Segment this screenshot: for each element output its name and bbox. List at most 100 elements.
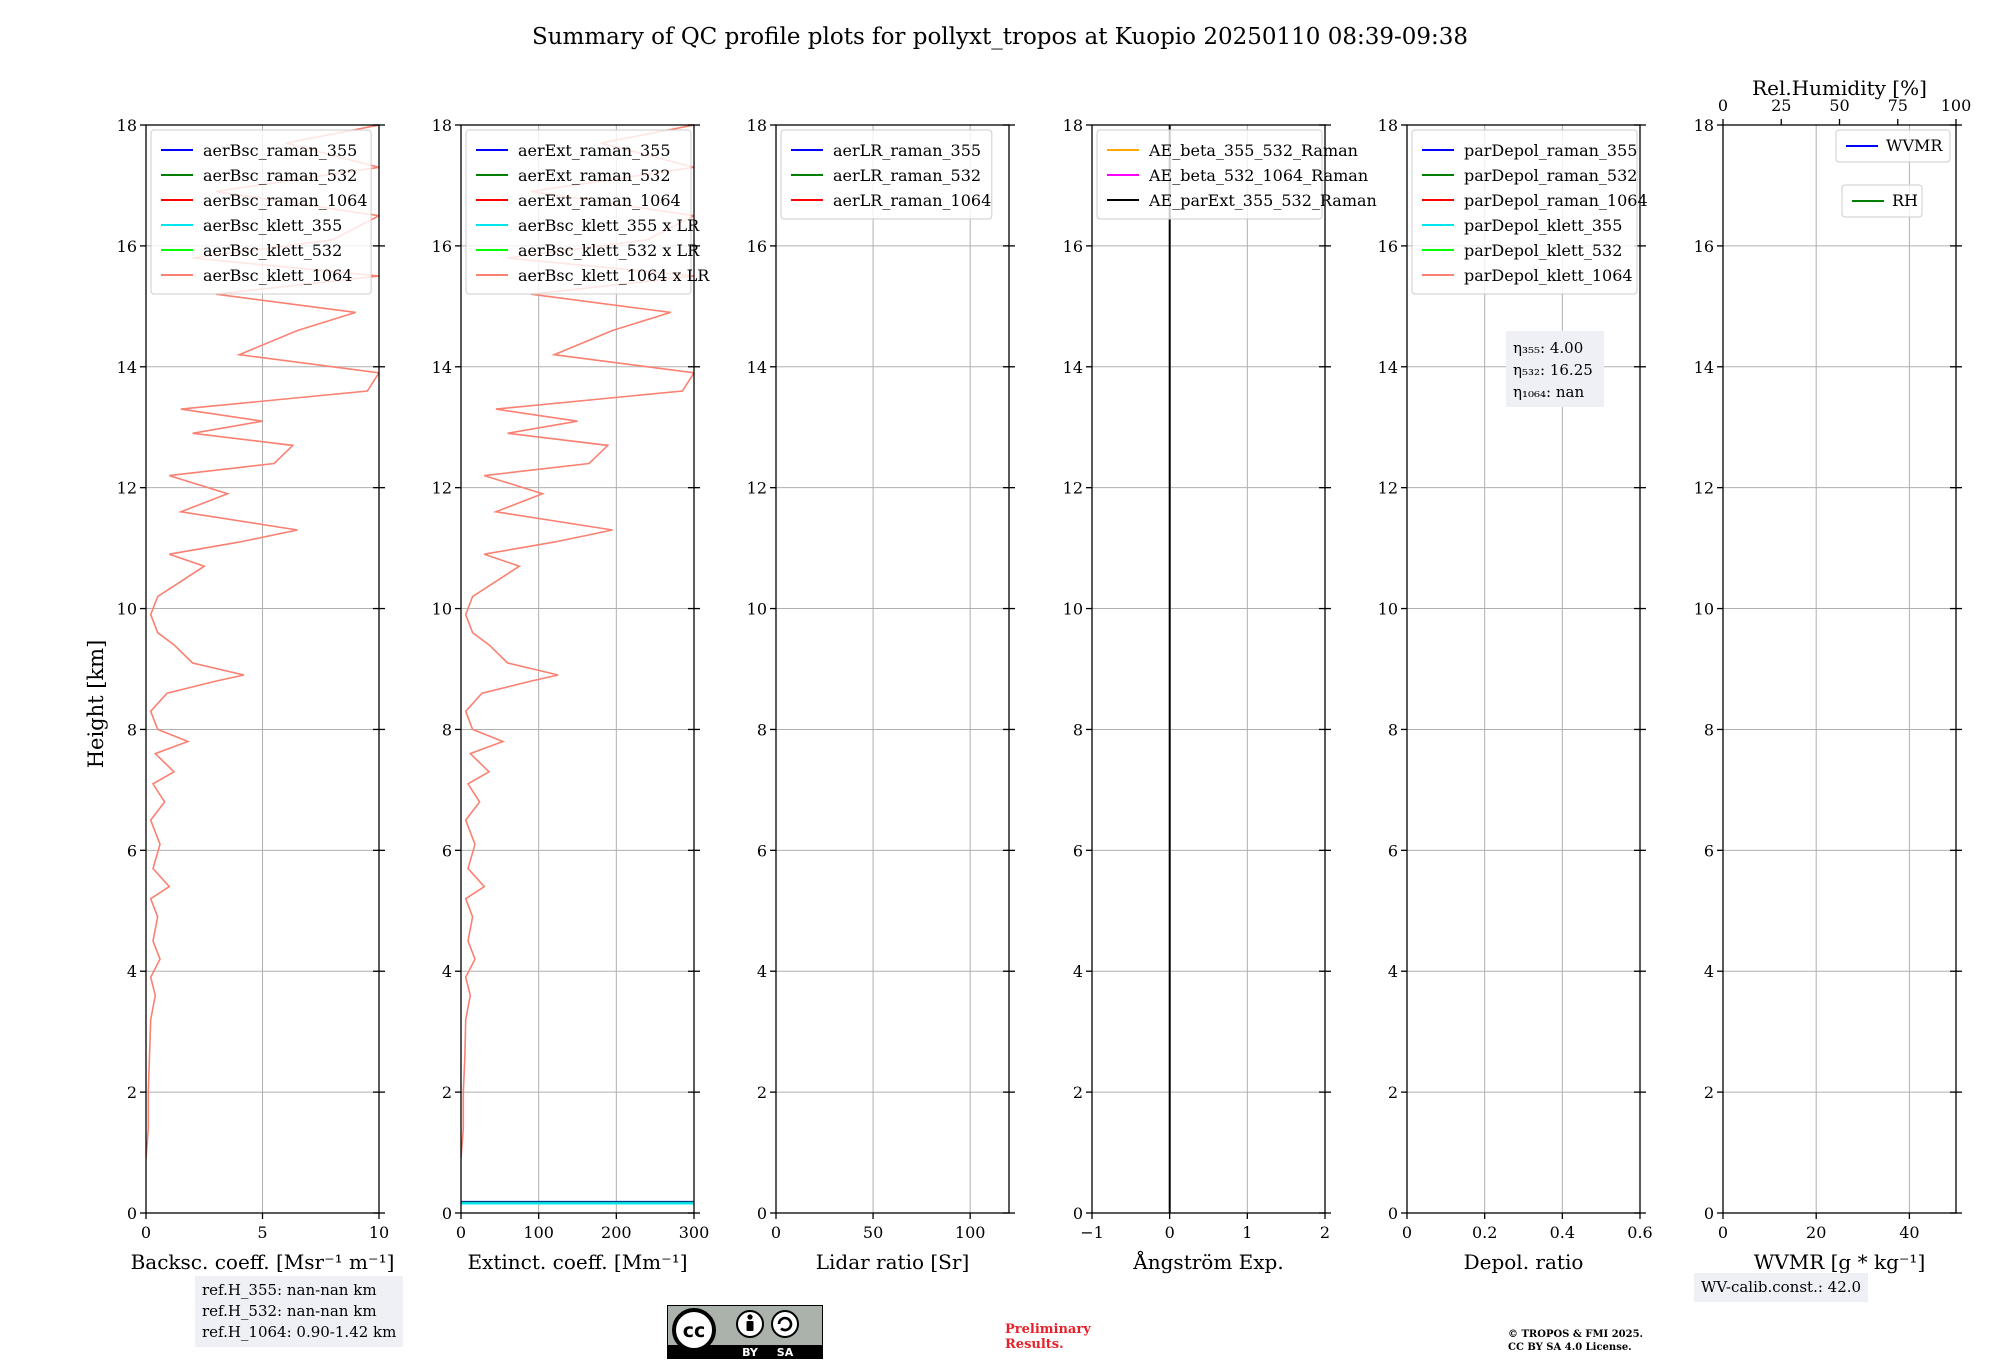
panel-ext: 0 2 4 6 8 10 12 14 16 18 0 100 200 300 Extinct. coeff.… <box>432 116 711 1274</box>
y-tick-label: 4 <box>1704 962 1714 981</box>
reference-height-note: ref.H_355: nan-nan km ref.H_532: nan-nan… <box>195 1276 404 1347</box>
y-tick-label: 6 <box>127 841 137 860</box>
legend-entry-pardepol-raman-355: parDepol_raman_355 <box>1464 141 1637 160</box>
y-tick-label: 8 <box>1704 720 1714 739</box>
legend-entry-aerext-raman-1064: aerExt_raman_1064 <box>518 191 681 210</box>
x-tick-label: 0 <box>456 1223 466 1242</box>
y-tick-label: 4 <box>1388 962 1398 981</box>
legend-entry-pardepol-klett-1064: parDepol_klett_1064 <box>1464 266 1633 285</box>
y-tick-label: 18 <box>432 116 452 135</box>
y-tick-label: 4 <box>442 962 452 981</box>
x-tick-label: 20 <box>1806 1223 1826 1242</box>
x-tick-label: 300 <box>679 1223 710 1242</box>
axes-frame <box>1722 124 1957 1214</box>
x-tick-label: 5 <box>257 1223 267 1242</box>
y-tick-label: 16 <box>117 237 137 256</box>
legend-box <box>465 129 692 295</box>
y-tick-label: 12 <box>747 479 767 498</box>
y-tick-label: 16 <box>1694 237 1714 256</box>
top-x-tick-label: 50 <box>1829 96 1849 115</box>
y-tick-label: 14 <box>1694 358 1714 377</box>
y-tick-label: 0 <box>757 1204 767 1223</box>
x-tick-label: 40 <box>1899 1223 1919 1242</box>
axes-frame <box>1406 124 1641 1214</box>
legend-entry-aerbsc-klett-532-x-lr: aerBsc_klett_532 x LR <box>518 241 700 260</box>
series-group <box>146 125 379 1159</box>
legend-entry-ae-parext-355-532-raman: AE_parExt_355_532_Raman <box>1148 191 1377 210</box>
x-axis-label: Extinct. coeff. [Mm⁻¹] <box>467 1250 687 1274</box>
y-tick-label: 0 <box>1704 1204 1714 1223</box>
x-tick-label: 100 <box>523 1223 554 1242</box>
legend-entry-aerbsc-klett-532: aerBsc_klett_532 <box>203 241 342 260</box>
y-tick-label: 16 <box>432 237 452 256</box>
legend-entry-pardepol-klett-355: parDepol_klett_355 <box>1464 216 1622 235</box>
legend-entry-pardepol-raman-532: parDepol_raman_532 <box>1464 166 1637 185</box>
panel-bsc: 0 2 4 6 8 10 12 14 16 18 0 5 10 Backsc. coeff. [Msr⁻¹… <box>117 116 395 1274</box>
calibration-factor-label: η₁₀₆₄: nan <box>1513 383 1584 401</box>
x-tick-label: 1 <box>1242 1223 1252 1242</box>
y-tick-label: 8 <box>1388 720 1398 739</box>
y-tick-label: 0 <box>1073 1204 1083 1223</box>
axes-frame <box>460 124 695 1214</box>
y-tick-label: 2 <box>1073 1083 1083 1102</box>
x-axis-label: Ångström Exp. <box>1132 1249 1283 1274</box>
y-tick-label: 12 <box>117 479 137 498</box>
legend-entry-pardepol-klett-532: parDepol_klett_532 <box>1464 241 1622 260</box>
x-tick-label: 0 <box>771 1223 781 1242</box>
series-group <box>461 125 694 1205</box>
y-tick-label: 2 <box>1388 1083 1398 1102</box>
top-x-tick-label: 0 <box>1718 96 1728 115</box>
legend-entry-aerbsc-raman-532: aerBsc_raman_532 <box>203 166 357 185</box>
legend: parDepol_raman_355 parDepol_raman_532 parD… <box>1411 129 1648 295</box>
axes-frame <box>775 124 1010 1214</box>
calibration-factor-label: η₅₃₂: 16.25 <box>1513 361 1593 379</box>
y-tick-label: 18 <box>1694 116 1714 135</box>
copyright-note: © TROPOS & FMI 2025. CC BY SA 4.0 Licens… <box>1508 1329 1644 1353</box>
y-tick-label: 2 <box>127 1083 137 1102</box>
legend-entry-rh: RH <box>1892 191 1918 210</box>
legend-entry-aerbsc-klett-1064: aerBsc_klett_1064 <box>203 266 352 285</box>
x-tick-label: 0 <box>1165 1223 1175 1242</box>
legend: aerBsc_raman_355 aerBsc_raman_532 aerBsc_r… <box>150 129 372 295</box>
x-tick-label: 0 <box>1718 1223 1728 1242</box>
y-tick-label: 16 <box>1063 237 1083 256</box>
top-x-axis-label: Rel.Humidity [%] <box>1752 76 1927 100</box>
y-tick-label: 8 <box>757 720 767 739</box>
series-line-aerbsc-klett-1064 <box>146 125 379 1159</box>
x-tick-label: 200 <box>601 1223 632 1242</box>
calibration-factor-box <box>1506 331 1604 407</box>
x-tick-label: 0.2 <box>1472 1223 1497 1242</box>
y-tick-label: 4 <box>757 962 767 981</box>
y-tick-label: 16 <box>747 237 767 256</box>
y-tick-label: 2 <box>442 1083 452 1102</box>
y-tick-label: 18 <box>1378 116 1398 135</box>
sa-share-alike-icon <box>771 1310 799 1338</box>
legend-entry-aerbsc-klett-355: aerBsc_klett_355 <box>203 216 342 235</box>
y-tick-label: 14 <box>1378 358 1398 377</box>
legend-entry-aerbsc-klett-1064-x-lr: aerBsc_klett_1064 x LR <box>518 266 710 285</box>
legend-entry-aerlr-raman-532: aerLR_raman_532 <box>833 166 981 185</box>
y-tick-label: 6 <box>757 841 767 860</box>
series-line-aerbsc-klett-1064-x-lr <box>461 125 694 1159</box>
figure-title: Summary of QC profile plots for pollyxt_… <box>532 24 1468 50</box>
x-axis-label: Backsc. coeff. [Msr⁻¹ m⁻¹] <box>131 1250 395 1274</box>
x-tick-label: 2 <box>1320 1223 1330 1242</box>
y-tick-label: 2 <box>757 1083 767 1102</box>
top-x-tick-label: 75 <box>1888 96 1908 115</box>
x-axis-label: WVMR [g * kg⁻¹] <box>1754 1250 1926 1274</box>
legend-entry-aerext-raman-532: aerExt_raman_532 <box>518 166 671 185</box>
y-tick-label: 12 <box>1378 479 1398 498</box>
by-label: BY <box>742 1346 759 1359</box>
legend-entry-wvmr: WVMR <box>1886 136 1943 155</box>
y-tick-label: 6 <box>1704 841 1714 860</box>
cc-icon: cc <box>683 1320 706 1342</box>
y-tick-label: 6 <box>1073 841 1083 860</box>
y-tick-label: 18 <box>117 116 137 135</box>
legend-entry-ae-beta-532-1064-raman: AE_beta_532_1064_Raman <box>1148 166 1368 185</box>
y-tick-label: 10 <box>1063 600 1083 619</box>
y-tick-label: 0 <box>442 1204 452 1223</box>
x-tick-label: 0.4 <box>1550 1223 1575 1242</box>
y-tick-label: 14 <box>747 358 767 377</box>
panel-depol: 0 2 4 6 8 10 12 14 16 18 0 0.2 0.4 0.6 Depol. ratio par… <box>1378 116 1653 1274</box>
